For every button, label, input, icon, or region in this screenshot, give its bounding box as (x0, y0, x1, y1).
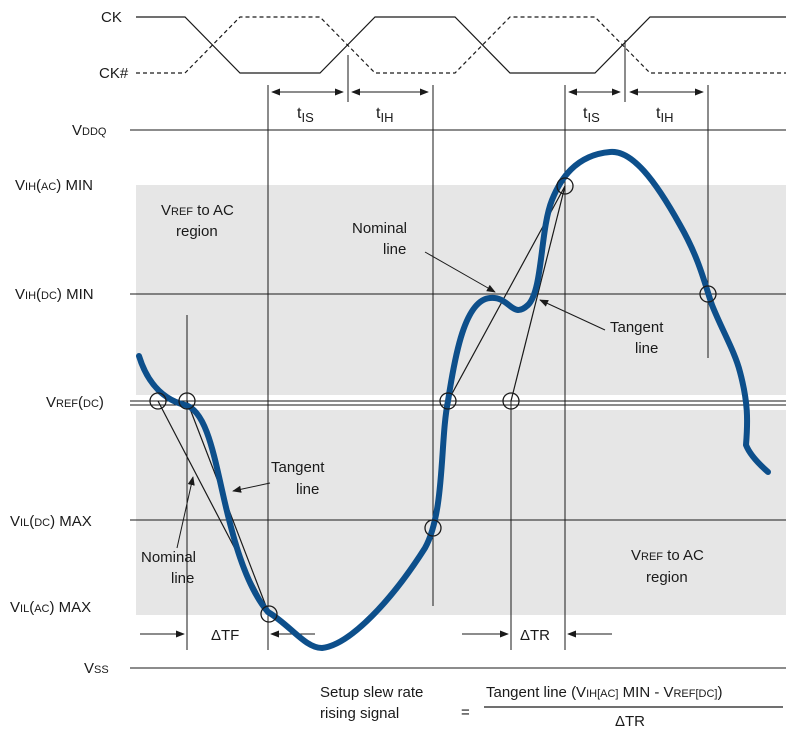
lower-vref-to-ac-region (136, 410, 786, 615)
tis-label-2: tIS (583, 105, 600, 125)
nominal-upper-label-1: Nominal (352, 220, 407, 237)
nominal-upper-pointer (424, 251, 496, 293)
tangent-line-rising (510, 185, 566, 402)
formula-denominator: ΔTR (615, 713, 645, 730)
signal-waveform (136, 148, 771, 651)
circle-vref-tangent-rise (502, 392, 520, 410)
delta-tf-label: ΔTF (211, 627, 239, 644)
formula-equals: = (461, 704, 470, 721)
tangent-upper-label-1: Tangent (610, 319, 664, 336)
formula-numerator: Tangent line (VIH[AC] MIN - VREF[DC]) (486, 684, 722, 701)
tih-label-2: tIH (656, 105, 673, 125)
circle-vref-nominal-rise (439, 392, 457, 410)
upper-region-label-line2: region (176, 223, 218, 240)
vih-dc-label: VIH(DC) MIN (15, 286, 94, 303)
vddq-label: VDDQ (72, 122, 107, 139)
lower-region-label-line2: region (646, 569, 688, 586)
nominal-lower-pointer (176, 476, 195, 549)
formula-left-line2: rising signal (320, 705, 399, 722)
vref-dc-label: VREF(DC) (46, 394, 104, 411)
vss-label: VSS (84, 660, 109, 677)
tangent-upper-pointer (539, 299, 606, 331)
tangent-lower-label-2: line (296, 481, 319, 498)
ck-waveform (136, 16, 786, 74)
ck-bar-label: CK# (99, 65, 129, 82)
circle-vil-ac-fall (260, 605, 278, 623)
circle-vih-ac-rise (556, 177, 574, 195)
nominal-lower-label-2: line (171, 570, 194, 587)
vil-dc-label: VIL(DC) MAX (10, 513, 92, 530)
vil-ac-label: VIL(AC) MAX (10, 599, 91, 616)
nominal-upper-label-2: line (383, 241, 406, 258)
tangent-lower-label-1: Tangent (271, 459, 325, 476)
tangent-lower-pointer (232, 482, 271, 493)
lower-region-label-line1: VREF to AC (631, 547, 704, 564)
ck-bar-waveform (136, 16, 786, 74)
tis-label-1: tIS (297, 105, 314, 125)
tih-label-1: tIH (376, 105, 393, 125)
circle-vil-dc-rise (424, 519, 442, 537)
circle-vref-nominal-fall (149, 392, 167, 410)
delta-tr-label: ΔTR (520, 627, 550, 644)
nominal-lower-label-1: Nominal (141, 549, 196, 566)
circle-vih-dc-hold (699, 285, 717, 303)
upper-region-label-line1: VREF to AC (161, 202, 234, 219)
tangent-upper-label-2: line (635, 340, 658, 357)
ck-label: CK (101, 9, 122, 26)
circle-vref-tangent-fall (178, 392, 196, 410)
formula-left-line1: Setup slew rate (320, 684, 423, 701)
vih-ac-label: VIH(AC) MIN (15, 177, 93, 194)
